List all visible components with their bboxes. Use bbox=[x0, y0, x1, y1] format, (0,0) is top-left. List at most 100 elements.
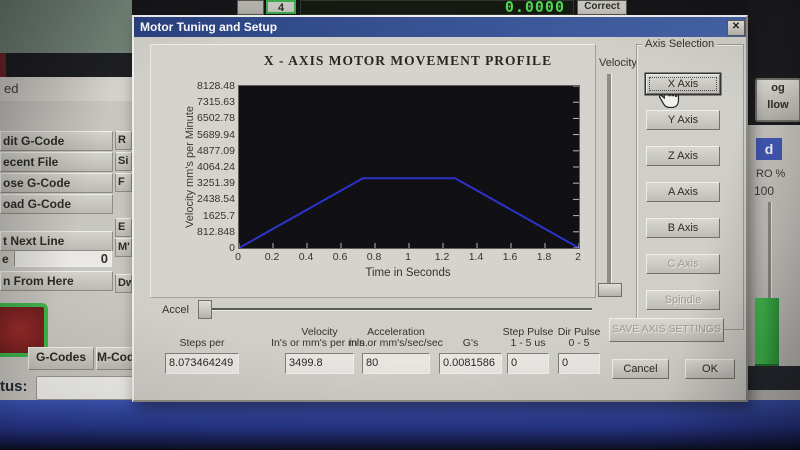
field-sublabel: 0 - 5 bbox=[568, 337, 590, 349]
dro-value: 0.0000 bbox=[504, 0, 565, 15]
fro-value: 100 bbox=[754, 184, 775, 198]
field-sublabel: In's or mm's per min. bbox=[271, 337, 368, 349]
field-label: Velocity bbox=[301, 326, 338, 338]
x-tick-label: 1.6 bbox=[502, 251, 518, 263]
accel-slider-thumb[interactable] bbox=[198, 300, 212, 319]
y-tick-label: 6502.78 bbox=[197, 112, 235, 125]
field-sublabel: 1 - 5 us bbox=[510, 337, 546, 349]
y-tick-label: 7315.63 bbox=[197, 96, 235, 109]
axis-button-spindle: Spindle bbox=[646, 290, 720, 310]
y-tick-label: 4877.09 bbox=[197, 144, 235, 157]
bg-partial-button[interactable]: E bbox=[115, 218, 132, 237]
right-shadow-fragment bbox=[748, 366, 800, 390]
bg-left-button[interactable]: oad G-Code bbox=[0, 194, 113, 214]
bg-partial-button[interactable]: R bbox=[115, 131, 132, 150]
x-tick-label: 1.2 bbox=[434, 251, 450, 263]
gcodes-button[interactable]: G-Codes bbox=[28, 347, 94, 370]
bg-partial-button[interactable]: Dw bbox=[115, 274, 132, 293]
line-number-label: e bbox=[2, 252, 9, 266]
bg-partial-button[interactable]: M' bbox=[115, 238, 132, 257]
velocity-profile-line bbox=[238, 85, 580, 249]
axis-selection-title: Axis Selection bbox=[642, 38, 718, 50]
x-tick-label: 1 bbox=[405, 251, 411, 263]
bg-partial-button[interactable]: Si bbox=[115, 152, 132, 171]
jog-follow-line2: llow bbox=[767, 99, 789, 111]
dialog-title: Motor Tuning and Setup bbox=[140, 20, 278, 34]
x-tick-label: 0.4 bbox=[298, 251, 314, 263]
field-input[interactable]: 3499.8 bbox=[285, 353, 354, 374]
motor-profile-plot bbox=[238, 85, 580, 249]
field-input[interactable]: 0 bbox=[558, 353, 600, 374]
chart-title: X - AXIS MOTOR MOVEMENT PROFILE bbox=[263, 53, 553, 68]
x-tick-label: 0.2 bbox=[264, 251, 280, 263]
field-input[interactable]: 0 bbox=[507, 353, 549, 374]
top-button-fragment bbox=[237, 0, 264, 15]
chart-xlabel: Time in Seconds bbox=[365, 267, 451, 279]
velocity-slider-label: Velocity bbox=[599, 57, 637, 69]
field-label: Dir Pulse bbox=[557, 326, 601, 338]
y-tick-label: 2438.54 bbox=[197, 193, 235, 206]
bg-left-button[interactable]: ose G-Code bbox=[0, 173, 113, 193]
field-input[interactable]: 80 bbox=[362, 353, 430, 374]
file-label-fragment: ed bbox=[0, 77, 132, 101]
field-label: Step Pulse bbox=[502, 326, 554, 338]
x-axis-ticks: 0 0.2 0.4 0.6 0.8 1 1.2 1.4 1.6 1.8 2 bbox=[235, 251, 581, 265]
accel-slider-track[interactable] bbox=[202, 308, 592, 311]
axis-button-c-axis: C Axis bbox=[646, 254, 720, 274]
save-axis-settings-button: SAVE AXIS SETTINGS bbox=[609, 318, 724, 342]
bg-left-button[interactable]: t Next Line bbox=[0, 231, 113, 251]
y-tick-label: 4064.24 bbox=[197, 161, 235, 173]
correct-button[interactable]: Correct bbox=[577, 0, 627, 15]
field-input[interactable]: 8.073464249 bbox=[165, 353, 239, 374]
fro-slider-bar[interactable] bbox=[755, 298, 779, 368]
line-number-dro: 0 bbox=[14, 250, 112, 267]
axis-button-y-axis[interactable]: Y Axis bbox=[646, 110, 720, 130]
y-tick-label: 812.848 bbox=[197, 225, 235, 238]
dro-display: 0.0000 bbox=[300, 0, 574, 15]
red-edge-fragment bbox=[0, 53, 6, 93]
x-tick-label: 1.4 bbox=[468, 251, 484, 263]
accel-slider-label: Accel bbox=[162, 304, 189, 316]
axis-button-a-axis[interactable]: A Axis bbox=[646, 182, 720, 202]
axis-button-z-axis[interactable]: Z Axis bbox=[646, 146, 720, 166]
axis-button-b-axis[interactable]: B Axis bbox=[646, 218, 720, 238]
close-icon[interactable]: ✕ bbox=[727, 20, 745, 36]
jog-follow-button[interactable]: og llow bbox=[755, 78, 800, 122]
ok-button[interactable]: OK bbox=[685, 359, 735, 379]
motor-tuning-dialog: Motor Tuning and Setup ✕ X - AXIS MOTOR … bbox=[132, 15, 748, 402]
bg-left-button[interactable]: ecent File bbox=[0, 152, 113, 172]
status-field bbox=[36, 376, 134, 400]
chart-panel: X - AXIS MOTOR MOVEMENT PROFILE Velocity… bbox=[150, 44, 596, 298]
field-sublabel: in's or mm's/sec/sec bbox=[349, 337, 443, 349]
x-tick-label: 0 bbox=[235, 251, 241, 263]
bg-left-button[interactable]: n From Here bbox=[0, 271, 113, 291]
toolpath-strip-fragment bbox=[0, 53, 132, 77]
feed-tab-fragment: d bbox=[756, 138, 782, 160]
y-tick-label: 3251.39 bbox=[197, 177, 235, 190]
y-tick-label: 5689.94 bbox=[197, 128, 235, 141]
mcodes-button[interactable]: M-Cod bbox=[96, 347, 135, 370]
status-label: tus: bbox=[0, 378, 28, 395]
y-tick-label: 8128.48 bbox=[197, 80, 235, 92]
field-input[interactable]: 0.0081586 bbox=[439, 353, 502, 374]
fro-slider-track[interactable] bbox=[768, 202, 772, 370]
velocity-slider-track[interactable] bbox=[607, 74, 612, 287]
field-label: Acceleration bbox=[367, 326, 425, 338]
cancel-button[interactable]: Cancel bbox=[612, 359, 669, 379]
bg-left-button[interactable]: dit G-Code bbox=[0, 131, 113, 151]
gcode-window-fragment bbox=[0, 0, 132, 53]
dialog-titlebar[interactable]: Motor Tuning and Setup bbox=[134, 17, 746, 37]
field-sublabel: Steps per bbox=[179, 337, 225, 349]
fro-percent-label: RO % bbox=[756, 168, 786, 180]
axis-button-x-axis[interactable]: X Axis bbox=[646, 74, 720, 94]
y-tick-label: 1625.7 bbox=[202, 209, 235, 222]
field-sublabel: G's bbox=[462, 337, 479, 349]
tool-number-button[interactable]: 4 bbox=[266, 0, 296, 14]
bottom-status-bar bbox=[0, 400, 800, 450]
x-tick-label: 0.6 bbox=[332, 251, 348, 263]
velocity-slider-thumb[interactable] bbox=[598, 283, 622, 297]
bg-partial-button[interactable]: F bbox=[115, 173, 132, 192]
y-axis-ticks: 8128.48 7315.63 6502.78 5689.94 4877.09 4064.… bbox=[171, 80, 235, 254]
x-tick-label: 2 bbox=[575, 251, 581, 263]
